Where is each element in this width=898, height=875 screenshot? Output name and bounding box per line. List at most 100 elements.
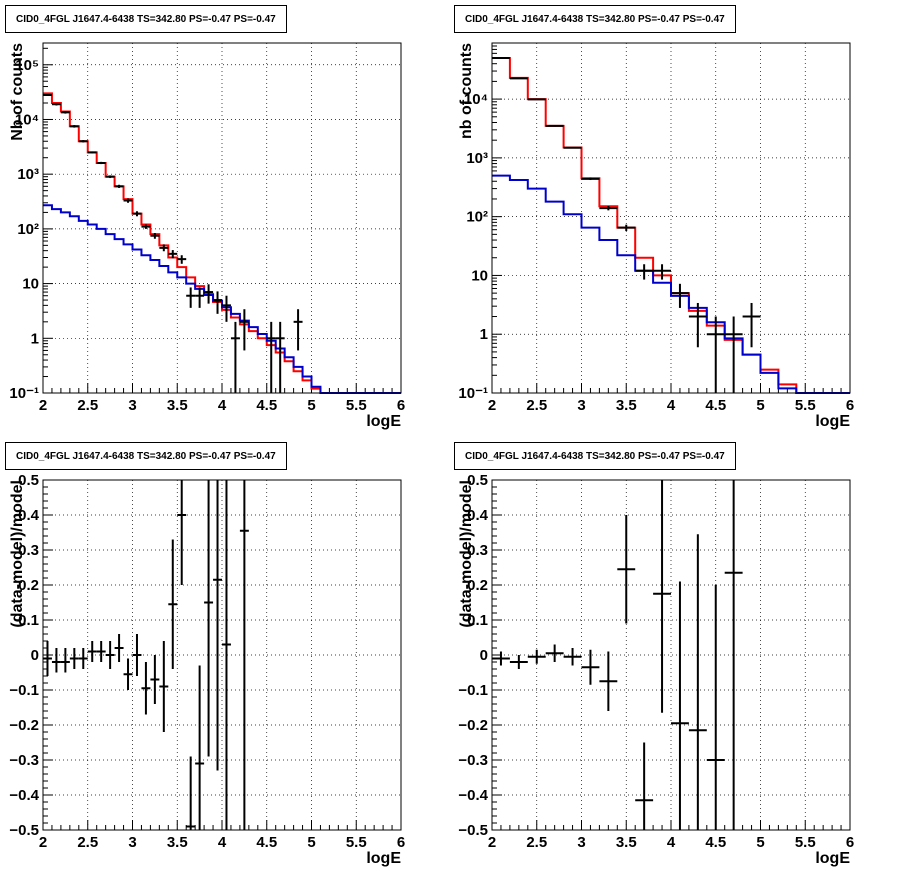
data-point bbox=[509, 655, 528, 669]
data-point bbox=[617, 224, 636, 232]
data-points bbox=[43, 94, 303, 393]
x-tick-label: 5.5 bbox=[795, 834, 816, 851]
data-point bbox=[150, 655, 160, 704]
y-tick-label: 0.1 bbox=[18, 612, 39, 629]
data-point bbox=[545, 124, 564, 127]
histogram-series-blue bbox=[492, 174, 850, 394]
y-tick-label: −0.5 bbox=[9, 822, 39, 839]
y-tick-label: −0.5 bbox=[458, 822, 488, 839]
x-tick-label: 5.5 bbox=[346, 834, 367, 851]
data-point bbox=[492, 651, 510, 666]
chart-panel-top-left: 2 2.5 3 3.5 4 4.5 5 5.5 6 10⁻¹ 1 10 10² 10³ 10⁴ 10⁵ logE… bbox=[0, 0, 449, 437]
y-tick-label: 0.1 bbox=[467, 612, 488, 629]
data-point bbox=[688, 302, 707, 348]
y-tick-label: −0.4 bbox=[458, 787, 488, 804]
data-point bbox=[150, 233, 160, 239]
data-point bbox=[239, 480, 249, 830]
y-tick-label: −0.3 bbox=[458, 752, 488, 769]
y-axis-label: (data-model)/model bbox=[9, 480, 26, 628]
y-axis-label: Nb of counts bbox=[9, 43, 26, 141]
data-point bbox=[132, 634, 142, 676]
chart-panel-bottom-left: 2 2.5 3 3.5 4 4.5 5 5.5 6 −0.5 −0.4 −0.3 −0.2 −0.1 0 0.… bbox=[0, 437, 449, 875]
x-axis-label: logE bbox=[815, 850, 850, 867]
axis-ticks bbox=[42, 47, 402, 394]
data-point bbox=[204, 480, 214, 757]
data-point bbox=[60, 111, 70, 114]
chart-svg-2: 2 2.5 3 3.5 4 4.5 5 5.5 6 −0.5 −0.4 −0.3 −0.2 −0.1 0 0.… bbox=[9, 472, 405, 867]
data-point bbox=[545, 644, 564, 662]
y-tick-label: 0.5 bbox=[467, 472, 488, 489]
x-tick-label: 5 bbox=[307, 397, 315, 414]
data-point bbox=[43, 641, 52, 676]
data-point bbox=[123, 658, 133, 690]
x-tick-label: 4 bbox=[667, 397, 676, 414]
plot-frame bbox=[491, 42, 851, 394]
data-point bbox=[78, 648, 88, 669]
x-tick-label: 2.5 bbox=[526, 834, 547, 851]
y-tick-label: −0.2 bbox=[9, 717, 39, 734]
data-point bbox=[69, 125, 79, 128]
data-point bbox=[213, 480, 222, 771]
x-tick-label: 3 bbox=[128, 834, 136, 851]
y-tick-label: 10³ bbox=[466, 150, 488, 167]
x-tick-label: 6 bbox=[397, 397, 405, 414]
y-tick-label: 1 bbox=[480, 326, 488, 343]
y-tick-label: 10² bbox=[17, 221, 39, 238]
y-tick-label: 10 bbox=[22, 276, 39, 293]
chart-title: CID0_4FGL J1647.4-6438 TS=342.80 PS=-0.4… bbox=[454, 5, 736, 33]
data-point bbox=[671, 283, 689, 308]
x-tick-label: 3.5 bbox=[616, 397, 637, 414]
x-tick-label: 2 bbox=[39, 397, 47, 414]
data-points bbox=[492, 57, 761, 393]
y-tick-label: 10 bbox=[471, 267, 488, 284]
x-tick-label: 3 bbox=[577, 834, 585, 851]
data-point bbox=[239, 309, 249, 351]
chart-panel-bottom-right: 2 2.5 3 3.5 4 4.5 5 5.5 6 −0.5 −0.4 −0.3 −0.2 −0.1 0 0.… bbox=[449, 437, 898, 875]
y-tick-label: 0 bbox=[480, 647, 488, 664]
data-point bbox=[724, 316, 743, 393]
data-point bbox=[492, 57, 510, 60]
y-axis-label: nb of counts bbox=[458, 43, 475, 139]
x-tick-label: 5 bbox=[307, 834, 315, 851]
data-point bbox=[635, 742, 654, 830]
y-tick-label: −0.1 bbox=[9, 682, 39, 699]
y-tick-label: 0.2 bbox=[467, 577, 488, 594]
x-tick-label: 2.5 bbox=[77, 834, 98, 851]
data-point bbox=[671, 581, 689, 830]
x-tick-label: 4 bbox=[218, 397, 227, 414]
chart-title: CID0_4FGL J1647.4-6438 TS=342.80 PS=-0.4… bbox=[5, 442, 287, 470]
data-point bbox=[527, 98, 546, 101]
data-point bbox=[141, 224, 151, 229]
data-point bbox=[69, 648, 79, 669]
data-point bbox=[114, 634, 124, 662]
data-point bbox=[617, 515, 636, 624]
y-axis-label: (data-model)/model bbox=[458, 480, 475, 628]
x-tick-label: 5 bbox=[756, 834, 764, 851]
y-tick-label: 10⁻¹ bbox=[9, 385, 39, 402]
data-point bbox=[213, 291, 222, 314]
data-point bbox=[204, 284, 214, 304]
data-point bbox=[141, 662, 151, 715]
x-tick-label: 6 bbox=[397, 834, 405, 851]
y-tick-label: 10⁻¹ bbox=[458, 385, 488, 402]
plot-frame bbox=[491, 479, 851, 831]
data-points bbox=[43, 480, 249, 830]
data-point bbox=[688, 534, 707, 830]
x-tick-label: 4 bbox=[218, 834, 227, 851]
y-tick-label: 0.5 bbox=[18, 472, 39, 489]
data-point bbox=[132, 211, 142, 217]
data-point bbox=[275, 321, 285, 393]
x-tick-label: 3.5 bbox=[616, 834, 637, 851]
data-point bbox=[159, 641, 169, 732]
y-tick-label: 1 bbox=[31, 330, 39, 347]
x-tick-label: 4.5 bbox=[705, 834, 726, 851]
data-point bbox=[195, 287, 205, 308]
grid bbox=[43, 43, 401, 393]
y-tick-label: 0 bbox=[31, 647, 39, 664]
data-point bbox=[742, 302, 761, 348]
data-point bbox=[563, 146, 582, 149]
histogram-series-red bbox=[492, 57, 850, 394]
data-points bbox=[492, 480, 743, 830]
data-point bbox=[105, 641, 115, 669]
data-point bbox=[60, 648, 70, 673]
